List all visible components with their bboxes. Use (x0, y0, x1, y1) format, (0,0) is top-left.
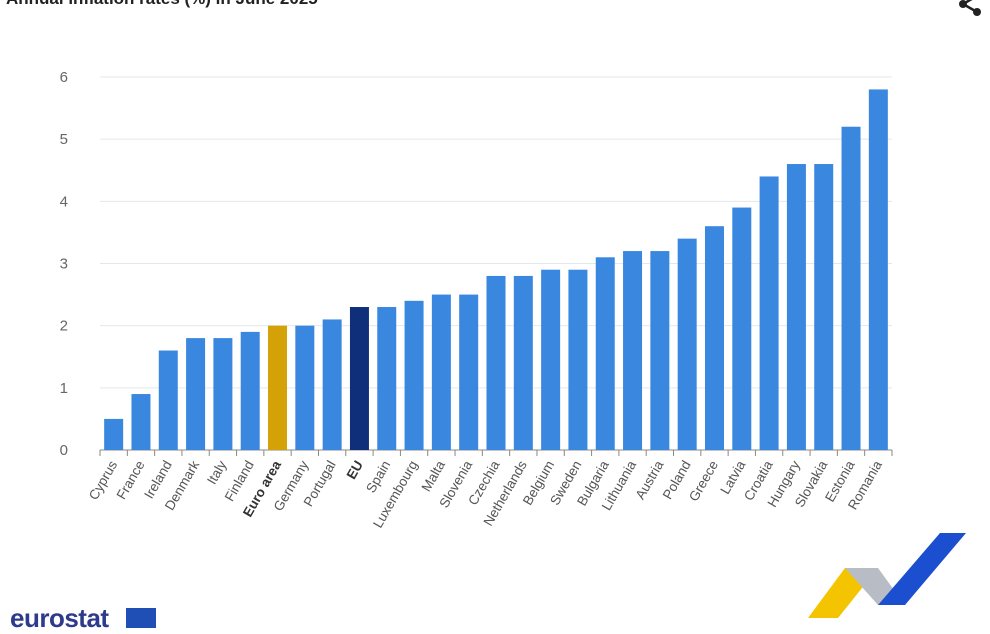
bar-netherlands[interactable] (513, 275, 533, 450)
bar-sweden[interactable] (568, 269, 588, 450)
bar-estonia[interactable] (841, 126, 861, 450)
bar-luxembourg[interactable] (404, 300, 424, 450)
bar-austria[interactable] (650, 251, 670, 450)
bar-italy[interactable] (213, 338, 233, 450)
share-icon[interactable] (955, 0, 985, 16)
bar-poland[interactable] (677, 238, 697, 450)
bar-finland[interactable] (240, 331, 260, 450)
x-tick-label: Italy (204, 458, 229, 487)
bar-greece[interactable] (704, 226, 724, 450)
bar-lithuania[interactable] (623, 251, 643, 450)
bar-germany[interactable] (295, 325, 315, 450)
bar-ireland[interactable] (158, 350, 178, 450)
y-tick-label: 5 (60, 131, 68, 148)
bar-euro-area[interactable] (268, 325, 288, 450)
y-tick-label: 3 (60, 256, 68, 273)
bar-malta[interactable] (431, 294, 451, 450)
zigzag-ribbon (808, 533, 966, 618)
bar-bulgaria[interactable] (595, 257, 615, 450)
bar-denmark[interactable] (186, 338, 206, 450)
bar-romania[interactable] (868, 89, 888, 450)
x-tick-label: EU (344, 458, 366, 482)
bar-eu[interactable] (349, 307, 369, 450)
y-tick-label: 4 (60, 193, 68, 210)
bar-slovenia[interactable] (459, 294, 479, 450)
y-tick-label: 1 (60, 380, 68, 397)
eu-flag-icon (126, 608, 156, 628)
y-tick-label: 6 (60, 69, 68, 86)
y-tick-label: 0 (60, 442, 68, 459)
bar-belgium[interactable] (541, 269, 561, 450)
bar-slovakia[interactable] (814, 164, 834, 451)
bar-portugal[interactable] (322, 319, 342, 450)
bar-croatia[interactable] (759, 176, 779, 450)
chart-title: Annual inflation rates (%) in June 2025 (6, 0, 318, 9)
bar-latvia[interactable] (732, 207, 752, 450)
eurostat-logo: eurostat (10, 603, 109, 633)
bar-spain[interactable] (377, 307, 397, 450)
bar-hungary[interactable] (786, 164, 806, 451)
bar-france[interactable] (131, 394, 151, 450)
bar-czechia[interactable] (486, 275, 506, 450)
bar-cyprus[interactable] (104, 418, 124, 450)
y-tick-label: 2 (60, 318, 68, 335)
